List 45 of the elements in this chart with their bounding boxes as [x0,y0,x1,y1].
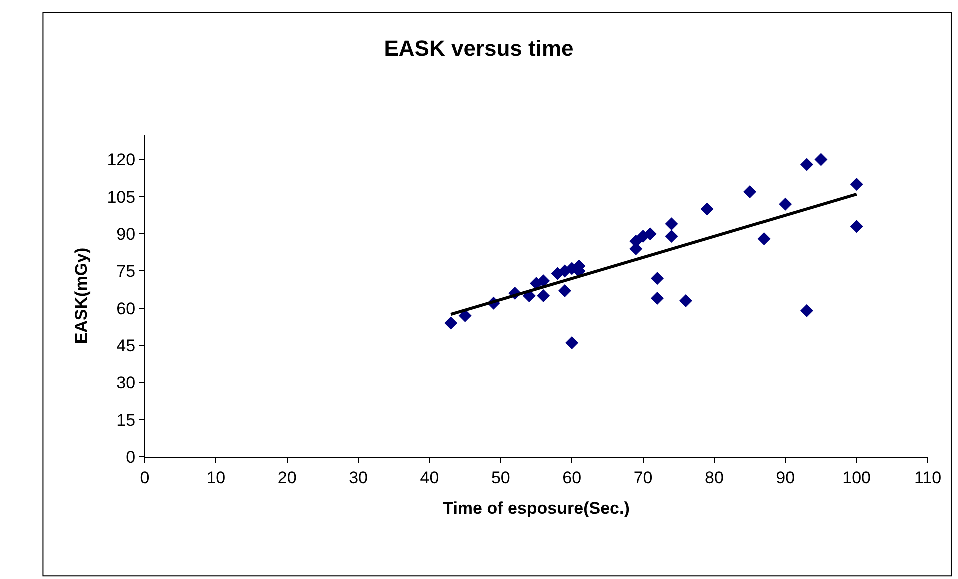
point [850,178,864,192]
point [665,230,678,244]
x-tick-label: 40 [420,468,440,488]
x-tick-label: 0 [140,468,150,488]
point [651,292,664,305]
x-tick-label: 10 [206,468,226,488]
point [665,218,678,231]
point [814,153,828,166]
point [779,198,792,211]
y-tick-label: 30 [116,374,136,393]
point [800,304,814,318]
point [651,272,664,286]
y-axis-title: EASK(mGy) [72,248,91,344]
y-tick-label: 45 [116,336,136,356]
point [679,294,692,308]
point [758,232,771,246]
point [458,309,472,322]
point [537,290,550,302]
y-tick-label: 0 [126,448,136,467]
point [700,202,714,216]
point [566,336,579,350]
y-tick-label: 60 [116,299,136,318]
point [800,158,814,172]
x-tick-label: 60 [562,468,582,488]
y-tick-label: 105 [107,188,136,207]
y-tick-label: 15 [116,410,136,430]
point [744,185,757,198]
x-tick-label: 90 [776,468,796,488]
y-tick-label: 90 [116,225,136,244]
x-tick-label: 100 [842,468,872,488]
point [644,228,657,241]
point [850,220,864,234]
point [444,316,458,330]
x-axis-title: Time of esposure(Sec.) [443,498,630,518]
x-tick-label: 50 [491,468,510,488]
chart-title: EASK versus time [384,36,574,61]
y-tick-label: 120 [107,150,136,170]
point [558,284,572,298]
x-tick-label: 70 [634,468,653,488]
point [537,274,550,288]
x-tick-label: 20 [278,468,297,488]
x-tick-label: 80 [704,468,724,488]
y-tick-label: 75 [116,262,136,282]
x-tick-label: 30 [349,468,368,488]
x-tick-label: 110 [914,468,942,488]
